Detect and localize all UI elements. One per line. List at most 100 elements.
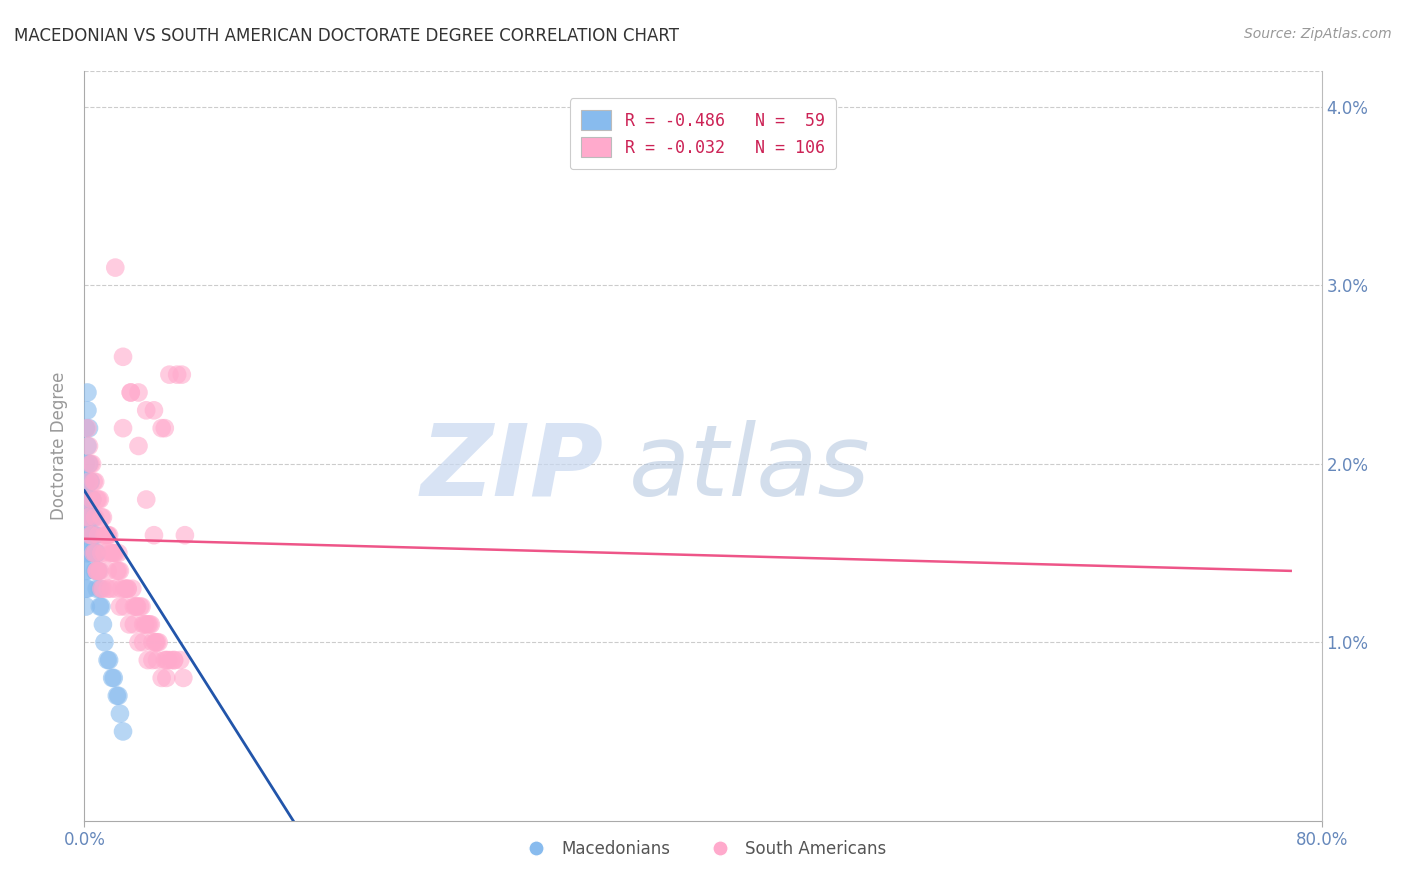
Point — [84, 546, 107, 560]
Point — [124, 599, 146, 614]
Point — [98, 653, 121, 667]
Point — [91, 510, 114, 524]
Point — [77, 546, 100, 560]
Point — [75, 546, 97, 560]
Point — [125, 599, 148, 614]
Point — [83, 475, 105, 489]
Point — [79, 528, 101, 542]
Point — [76, 492, 98, 507]
Point — [108, 564, 131, 578]
Point — [104, 260, 127, 275]
Point — [84, 528, 107, 542]
Point — [83, 510, 105, 524]
Point — [90, 582, 112, 596]
Point — [146, 653, 169, 667]
Point — [76, 528, 98, 542]
Point — [112, 724, 135, 739]
Point — [110, 582, 132, 596]
Point — [96, 564, 118, 578]
Point — [76, 403, 98, 417]
Point — [79, 546, 101, 560]
Point — [91, 582, 114, 596]
Point — [75, 510, 97, 524]
Point — [108, 599, 131, 614]
Point — [77, 492, 100, 507]
Point — [86, 564, 108, 578]
Point — [76, 564, 98, 578]
Point — [86, 546, 108, 560]
Point — [150, 421, 173, 435]
Point — [87, 492, 110, 507]
Point — [96, 582, 118, 596]
Point — [77, 421, 100, 435]
Point — [145, 635, 167, 649]
Point — [163, 653, 186, 667]
Point — [172, 671, 194, 685]
Point — [75, 599, 97, 614]
Point — [79, 475, 101, 489]
Point — [155, 671, 177, 685]
Point — [89, 492, 111, 507]
Point — [76, 492, 98, 507]
Point — [107, 546, 129, 560]
Point — [107, 564, 129, 578]
Point — [76, 475, 98, 489]
Point — [90, 599, 112, 614]
Point — [132, 635, 155, 649]
Point — [76, 385, 98, 400]
Point — [77, 510, 100, 524]
Point — [83, 546, 105, 560]
Point — [112, 421, 135, 435]
Point — [84, 564, 107, 578]
Point — [76, 510, 98, 524]
Point — [76, 546, 98, 560]
Point — [104, 582, 127, 596]
Point — [103, 671, 125, 685]
Point — [118, 617, 141, 632]
Point — [87, 528, 110, 542]
Point — [87, 564, 110, 578]
Point — [143, 403, 166, 417]
Point — [148, 635, 170, 649]
Point — [79, 528, 101, 542]
Point — [153, 653, 176, 667]
Point — [163, 653, 186, 667]
Point — [122, 617, 145, 632]
Point — [77, 475, 100, 489]
Point — [114, 599, 136, 614]
Point — [105, 689, 128, 703]
Point — [141, 653, 163, 667]
Text: MACEDONIAN VS SOUTH AMERICAN DOCTORATE DEGREE CORRELATION CHART: MACEDONIAN VS SOUTH AMERICAN DOCTORATE D… — [14, 27, 679, 45]
Point — [96, 528, 118, 542]
Point — [143, 528, 166, 542]
Point — [159, 368, 180, 382]
Point — [76, 582, 98, 596]
Point — [82, 528, 104, 542]
Legend: Macedonians, South Americans: Macedonians, South Americans — [513, 833, 893, 864]
Point — [129, 599, 152, 614]
Point — [127, 385, 149, 400]
Point — [86, 492, 108, 507]
Point — [96, 528, 118, 542]
Point — [138, 617, 160, 632]
Point — [108, 706, 131, 721]
Point — [75, 421, 97, 435]
Point — [98, 528, 121, 542]
Point — [135, 617, 157, 632]
Point — [121, 582, 143, 596]
Point — [89, 582, 111, 596]
Point — [82, 528, 104, 542]
Point — [79, 457, 101, 471]
Point — [77, 457, 100, 471]
Point — [132, 617, 155, 632]
Point — [117, 582, 139, 596]
Point — [115, 582, 138, 596]
Point — [103, 546, 125, 560]
Point — [166, 368, 188, 382]
Point — [84, 528, 107, 542]
Point — [93, 528, 115, 542]
Y-axis label: Doctorate Degree: Doctorate Degree — [51, 372, 69, 520]
Text: Source: ZipAtlas.com: Source: ZipAtlas.com — [1244, 27, 1392, 41]
Point — [170, 368, 193, 382]
Point — [90, 510, 112, 524]
